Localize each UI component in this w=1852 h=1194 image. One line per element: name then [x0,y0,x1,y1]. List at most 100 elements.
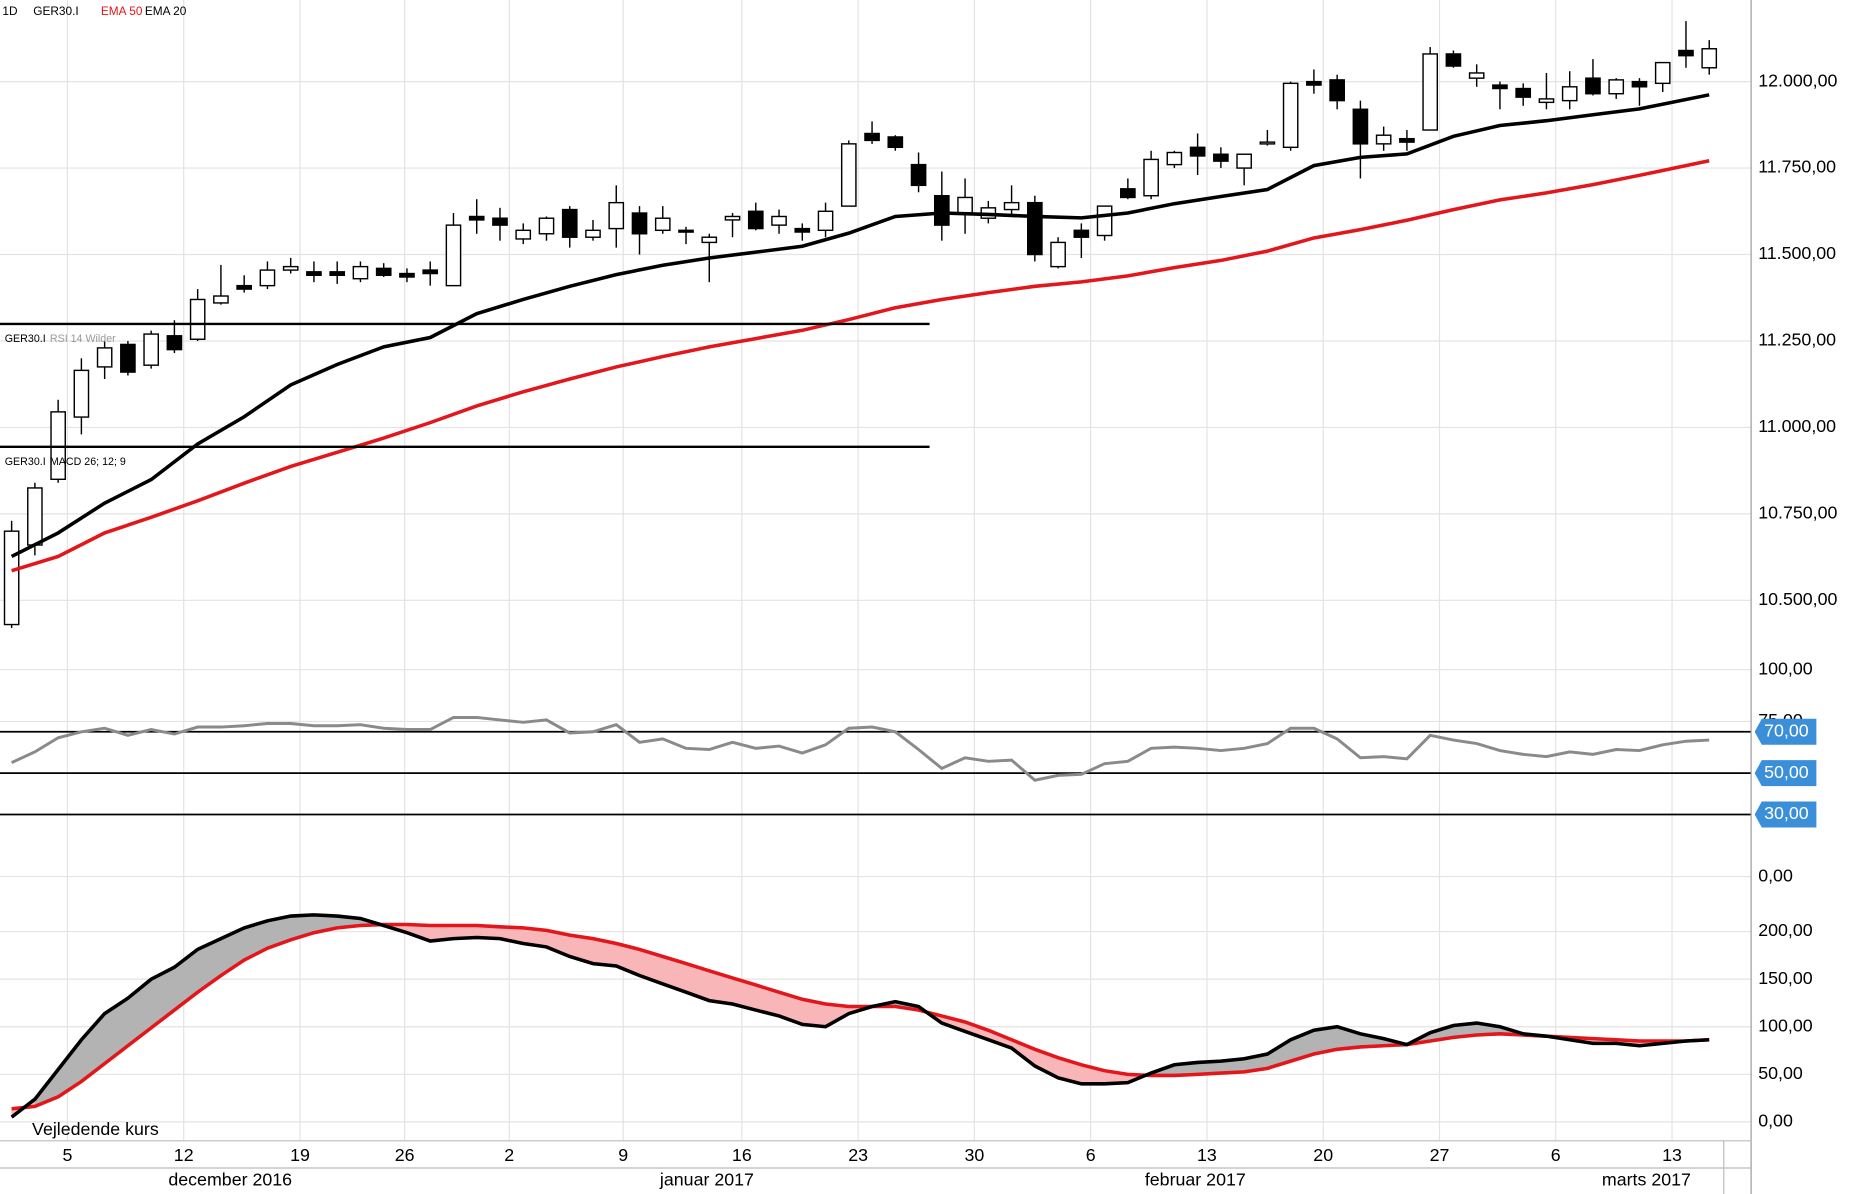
candle-body [1329,79,1345,102]
candle-body [1050,241,1066,268]
y-tick-label: 100,00 [1758,1015,1813,1035]
candle-body [1678,49,1694,57]
x-tick-label: 12 [174,1145,194,1165]
candle-body [282,265,299,271]
candle-body [1003,201,1020,211]
month-label: december 2016 [168,1170,292,1190]
candle-body [399,272,415,278]
candle-body [817,210,834,232]
plot [0,21,1752,1119]
y-tick-label: 12.000,00 [1758,70,1837,90]
candle-body [933,195,950,226]
candle-body [1608,79,1625,95]
candle-body [422,269,439,275]
y-tick-label: 11.000,00 [1758,416,1836,436]
candle-body [236,284,253,290]
candle-body [1422,53,1439,131]
footnote: Vejledende kurs [32,1119,159,1139]
x-tick-label: 23 [848,1145,868,1165]
candle-body [1306,80,1322,86]
instrument: GER30.I [33,4,78,18]
candle-body [1143,158,1159,197]
grid [0,0,1752,1141]
candle-body [445,224,462,287]
candle-body [957,196,973,214]
rsi-line [11,715,1710,782]
candle-body [259,269,276,287]
header: 1D GER30.I EMA 50 EMA 20 [2,4,186,18]
level-label: 30,00 [1764,803,1809,823]
month-label: marts 2017 [1602,1170,1691,1190]
interval: 1D [2,4,17,18]
candle-body [1073,229,1090,238]
instrument: GER30.I [5,456,46,468]
candle-body [468,215,485,221]
y-tick-label: 0,00 [1758,1111,1793,1131]
x-tick-label: 30 [964,1145,984,1165]
candle-body [27,487,43,546]
candle-body [585,229,601,238]
y-tick-label: 11.500,00 [1758,243,1836,263]
candle-body [166,335,183,351]
candle-body [1213,153,1229,162]
x-tick-label: 13 [1662,1145,1682,1165]
indicator-label: GER30.I RSI 14 Wilder GER30.I MACD 26; 1… [0,322,930,468]
candle-body [910,163,927,187]
candle-body [771,215,787,226]
indicator-name: MACD 26; 12; 9 [50,456,126,468]
candle-body [724,215,741,221]
instrument: GER30.I [5,333,46,345]
candle-body [1654,61,1671,85]
candle-body [50,411,66,481]
x-tick-label: 26 [395,1145,415,1165]
candle-body [213,295,229,304]
x-tick-label: 16 [732,1145,752,1165]
y-tick-label: 200,00 [1758,920,1813,940]
y-tick-label: 100,00 [1758,658,1813,678]
ema-line [10,93,1710,559]
candle-body [1701,48,1718,69]
x-tick-label: 6 [1086,1145,1096,1165]
candle-body [1166,151,1183,166]
candle-body [1515,87,1532,98]
level-label: 50,00 [1764,762,1809,782]
candle-body [654,217,671,232]
x-tick-label: 13 [1197,1145,1217,1165]
candle-body [120,343,136,373]
candle-body [1027,201,1043,256]
candle-body [3,530,20,626]
candle-body [1375,134,1392,145]
candle-body [887,136,904,149]
month-label: januar 2017 [659,1170,754,1190]
candle-body [189,298,206,340]
candle-body [1585,77,1601,95]
legend-entry: EMA 20 [145,4,187,18]
candle-body [608,201,625,230]
candle-body [678,229,694,233]
level-label: 70,00 [1764,720,1809,740]
candle-body [1236,153,1252,169]
y-tick-label: 150,00 [1758,968,1813,988]
x-tick-label: 19 [290,1145,310,1165]
level-badge [1754,760,1817,787]
candle-body [1468,72,1485,79]
candle-body [1282,82,1299,149]
candle-body [747,210,764,230]
month-label: februar 2017 [1145,1170,1246,1190]
candle-body [143,333,159,366]
candle-body [701,236,718,244]
candle-body [306,271,322,276]
candle-body [96,347,113,368]
macd-line [10,913,1710,1119]
legend-entry: EMA 50 [101,4,143,18]
y-tick-label: 11.250,00 [1758,330,1836,350]
x-tick-label: 6 [1551,1145,1561,1165]
indicator-name: RSI 14 Wilder [50,333,116,345]
x-tick-label: 27 [1430,1145,1450,1165]
x-tick-label: 2 [504,1145,514,1165]
candle-body [492,217,508,226]
y-tick-label: 0,00 [1758,865,1793,885]
candle-body [1631,80,1648,88]
